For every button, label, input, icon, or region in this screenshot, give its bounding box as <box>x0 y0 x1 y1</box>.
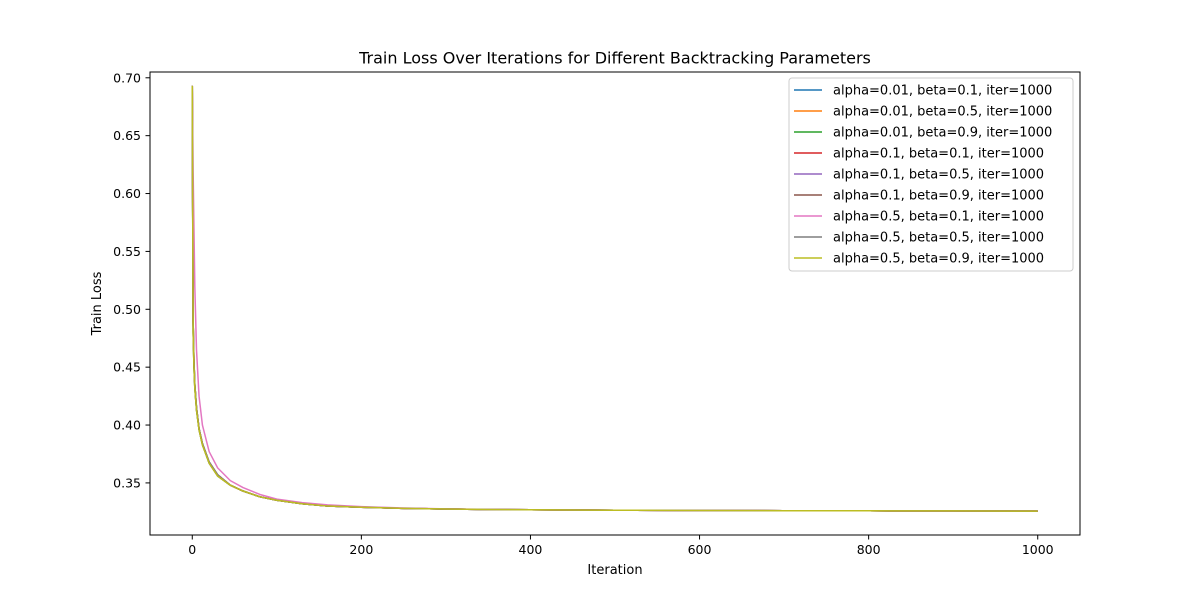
y-tick-label: 0.55 <box>113 244 141 259</box>
legend-entry: alpha=0.5, beta=0.1, iter=1000 <box>833 210 1044 225</box>
legend-entry: alpha=0.5, beta=0.5, iter=1000 <box>833 231 1044 246</box>
chart-title: Train Loss Over Iterations for Different… <box>358 49 871 68</box>
legend-entry: alpha=0.5, beta=0.9, iter=1000 <box>833 252 1044 267</box>
x-tick-label: 600 <box>688 542 712 557</box>
y-tick-label: 0.70 <box>113 70 141 85</box>
x-tick-label: 0 <box>188 542 196 557</box>
plot-area: 0 200 400 600 800 1000 0.350.400.450.500.550.… <box>113 70 1081 557</box>
legend-entry: alpha=0.01, beta=0.9, iter=1000 <box>833 126 1052 141</box>
x-tick-label: 800 <box>857 542 881 557</box>
legend-entry: alpha=0.1, beta=0.5, iter=1000 <box>833 168 1044 183</box>
y-tick-label: 0.35 <box>113 475 141 490</box>
x-tick-label: 1000 <box>1022 542 1054 557</box>
y-tick-label: 0.50 <box>113 302 141 317</box>
legend-entry: alpha=0.01, beta=0.1, iter=1000 <box>833 84 1052 99</box>
y-tick-label: 0.40 <box>113 418 141 433</box>
series-line-9 <box>191 85 1038 512</box>
legend-entry: alpha=0.1, beta=0.9, iter=1000 <box>833 189 1044 204</box>
y-tick-label: 0.45 <box>113 360 141 375</box>
x-tick-label: 400 <box>519 542 543 557</box>
y-tick-label: 0.65 <box>113 128 141 143</box>
y-axis-label: Train Loss <box>90 271 105 336</box>
x-tick-label: 200 <box>349 542 373 557</box>
legend-box <box>788 77 1074 272</box>
series-lines <box>191 85 1038 512</box>
legend: alpha=0.01, beta=0.1, iter=1000 alpha=0.0… <box>788 77 1074 272</box>
legend-entry: alpha=0.1, beta=0.1, iter=1000 <box>833 147 1044 162</box>
legend-entry: alpha=0.01, beta=0.5, iter=1000 <box>833 105 1052 120</box>
x-axis: 0 200 400 600 800 1000 <box>188 535 1054 557</box>
y-tick-label: 0.60 <box>113 186 141 201</box>
x-axis-label: Iteration <box>587 563 642 578</box>
y-axis: 0.35 0.40 0.45 0.50 0.55 0.60 0.65 0.70 <box>113 70 150 490</box>
axes-frame <box>149 71 1081 536</box>
